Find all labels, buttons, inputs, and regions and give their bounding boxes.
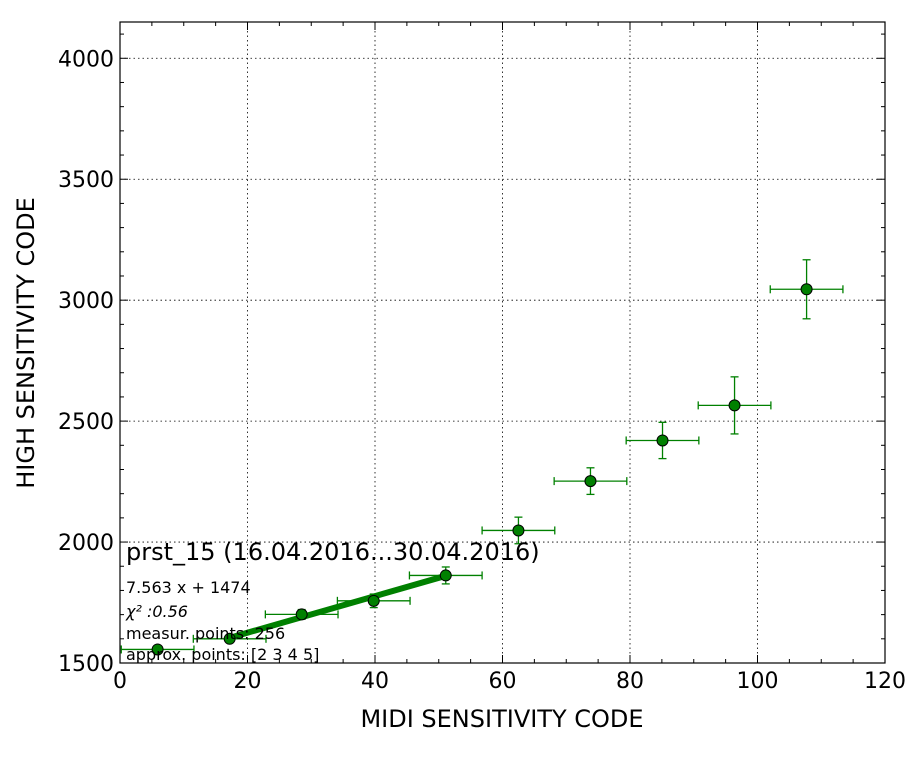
data-point	[120, 643, 195, 656]
grid	[120, 22, 885, 663]
fit-line	[228, 572, 447, 641]
x-tick-label: 40	[361, 669, 389, 694]
point-marker	[151, 643, 164, 656]
data-point	[697, 376, 772, 435]
point-marker	[584, 475, 597, 488]
data-point	[769, 259, 844, 320]
x-tick-label: 20	[234, 669, 262, 694]
x-tick-label: 0	[113, 669, 127, 694]
data-point	[408, 566, 483, 585]
data-points	[120, 259, 844, 656]
x-tick-label: 120	[864, 669, 906, 694]
chart-title: prst_15 (16.04.2016...30.04.2016)	[126, 538, 540, 566]
point-marker	[512, 524, 525, 537]
point-marker	[439, 569, 452, 582]
fit-line-group	[228, 572, 447, 641]
measur-points: measur. points: 256	[126, 624, 285, 643]
y-tick-label: 4000	[58, 47, 114, 72]
point-marker	[800, 283, 813, 296]
point-marker	[367, 594, 380, 607]
data-point	[481, 516, 556, 545]
point-marker	[728, 399, 741, 412]
x-tick-label: 80	[616, 669, 644, 694]
y-tick-label: 2000	[58, 531, 114, 556]
approx-points: approx. points: [2 3 4 5]	[126, 645, 319, 664]
y-axis-label: HIGH SENSITIVITY CODE	[12, 197, 40, 489]
axis-ticks: 0 20 40 60 80 100 120 1500 2000 2500 3000 3500 4000	[58, 22, 906, 694]
y-tick-label: 3000	[58, 289, 114, 314]
chi2-value: χ² :0.56	[125, 602, 188, 621]
y-tick-label: 2500	[58, 410, 114, 435]
data-point	[553, 467, 628, 496]
data-point	[336, 593, 411, 609]
annotations: prst_15 (16.04.2016...30.04.2016) 7.563 …	[125, 538, 540, 664]
x-tick-label: 100	[737, 669, 779, 694]
point-marker	[295, 608, 308, 621]
data-point	[192, 632, 267, 645]
point-marker	[223, 632, 236, 645]
x-axis-label: MIDI SENSITIVITY CODE	[360, 705, 643, 733]
y-tick-label: 3500	[58, 168, 114, 193]
point-marker	[656, 434, 669, 447]
y-tick-label: 1500	[58, 652, 114, 677]
data-point	[625, 421, 700, 460]
x-tick-label: 60	[489, 669, 517, 694]
fit-equation: 7.563 x + 1474	[126, 578, 251, 597]
data-point	[264, 608, 339, 621]
